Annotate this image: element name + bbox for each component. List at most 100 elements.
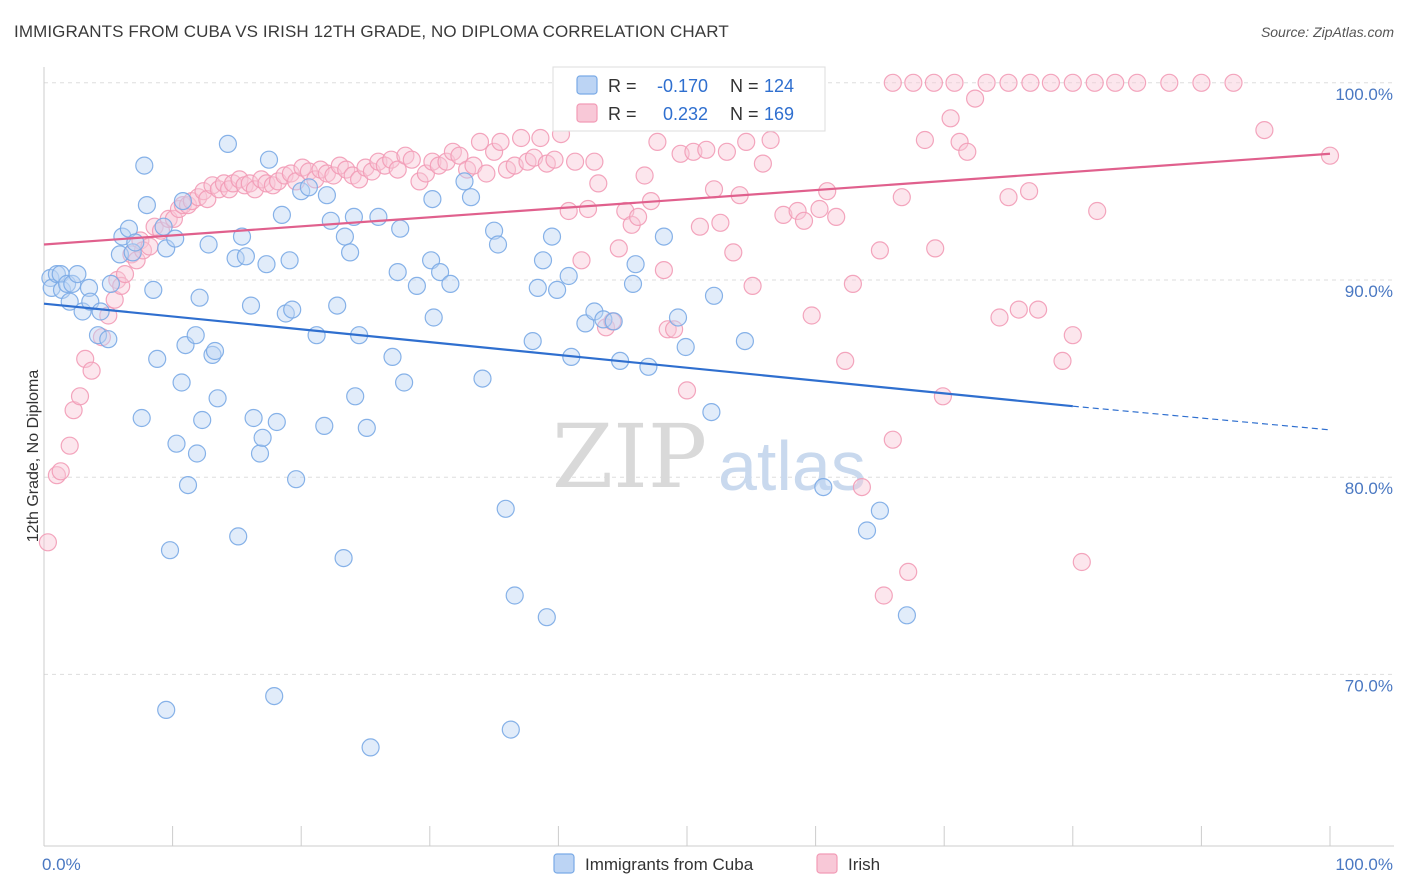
cuba-point-70 [335,227,354,246]
cuba-point-40 [199,235,218,254]
irish-point-114 [737,132,756,151]
legend-irish-swatch [576,103,598,123]
irish-point-63 [402,150,421,169]
bottom-legend-cuba-swatch [553,853,575,874]
irish-point-108 [697,140,716,159]
legend-cuba-n-label: N = [730,76,759,96]
irish-point-154 [999,73,1018,92]
gridlines [44,82,1394,675]
cuba-point-38 [190,288,209,307]
irish-point-160 [1127,73,1147,92]
legend-cuba-swatch [576,75,598,95]
legend-irish-r-value: 0.232 [663,104,708,124]
source-credit: Source: ZipAtlas.com [1260,24,1394,40]
irish-point-161 [1160,73,1179,92]
irish-point-91 [589,174,608,193]
cuba-point-100 [542,227,562,246]
cuba-trendline [43,302,1073,408]
irish-point-148 [1088,201,1107,221]
irish-point-107 [690,217,710,236]
irish-point-120 [794,211,814,230]
irish-point-13 [115,265,135,284]
legend-cuba-n-value: 124 [764,76,794,96]
irish-point-101 [654,261,674,280]
cuba-point-93 [496,499,515,518]
cuba-point-87 [441,274,460,293]
cuba-point-113 [668,308,688,327]
cuba-point-69 [334,548,353,568]
cuba-point-14 [99,330,118,349]
y-tick-label-0: 100.0% [1335,85,1393,104]
chart-title: IMMIGRANTS FROM CUBA VS IRISH 12TH GRADE… [14,22,729,41]
cuba-point-10 [79,278,99,297]
bottom-legend: Immigrants from Cuba Irish [553,853,880,874]
cuba-point-72 [344,207,363,226]
cuba-point-80 [391,219,410,238]
cuba-point-51 [250,444,270,463]
cuba-point-75 [357,418,376,437]
y-tick-labels: 100.0% 90.0% 80.0% 70.0% [1335,85,1393,696]
cuba-point-107 [604,312,623,331]
irish-point-129 [874,586,893,605]
irish-point-98 [635,166,654,185]
y-tick-label-3: 70.0% [1345,676,1393,695]
irish-point-40 [257,174,276,193]
irish-point-115 [743,276,762,295]
irish-point-141 [999,188,1018,207]
trendlines [43,152,1331,431]
irish-point-60 [382,150,401,169]
irish-point-117 [761,130,780,150]
cuba-point-29 [160,541,180,560]
cuba-point-53 [257,255,276,274]
irish-point-74 [477,164,496,183]
cuba-point-119 [857,521,877,540]
irish-point-152 [945,73,964,92]
cuba-point-35 [178,476,198,495]
cuba-point-43 [208,389,227,408]
cuba-point-120 [870,501,890,520]
irish-point-143 [1019,182,1039,201]
cuba-point-116 [704,286,724,305]
cuba-point-88 [455,172,474,191]
cuba-point-96 [523,332,542,351]
irish-point-126 [843,274,863,293]
cuba-point-90 [473,369,492,388]
irish-point-89 [578,199,598,219]
cuba-point-65 [315,416,334,435]
cuba-point-28 [157,700,176,720]
cuba-point-99 [537,608,556,627]
irish-point-82 [531,128,550,148]
irish-point-94 [609,239,628,258]
cuba-point-85 [424,308,443,327]
irish-point-156 [1041,73,1061,92]
cuba-point-109 [623,274,643,293]
cuba-point-68 [328,296,347,315]
cuba-point-44 [218,134,237,153]
cuba-point-21 [132,408,151,428]
irish-point-43 [275,166,294,185]
irish-point-2 [51,462,70,481]
irish-point-162 [1192,73,1211,92]
legend-cuba-r-value: -0.170 [657,76,708,96]
legend-irish-r-label: R = [608,104,637,124]
cuba-point-54 [259,150,279,169]
irish-point-109 [704,180,724,199]
irish-point-38 [245,180,264,199]
axes [43,67,1394,847]
cuba-point-49 [241,296,261,315]
cuba-point-82 [407,276,426,295]
irish-point-75 [485,142,504,161]
cuba-point-117 [735,332,755,351]
cuba-point-71 [341,243,360,262]
x-tick-label-1: 100.0% [1335,855,1393,874]
cuba-point-97 [528,278,547,297]
cuba-trendline-extension [1072,405,1331,431]
cuba-point-46 [229,527,248,546]
legend-cuba-r-label: R = [608,76,637,96]
irish-point-130 [883,430,902,449]
irish-point-146 [1063,326,1082,345]
cuba-point-42 [205,341,225,361]
irish-point-103 [664,320,684,339]
irish-point-144 [1028,300,1048,319]
cuba-point-24 [144,280,163,299]
